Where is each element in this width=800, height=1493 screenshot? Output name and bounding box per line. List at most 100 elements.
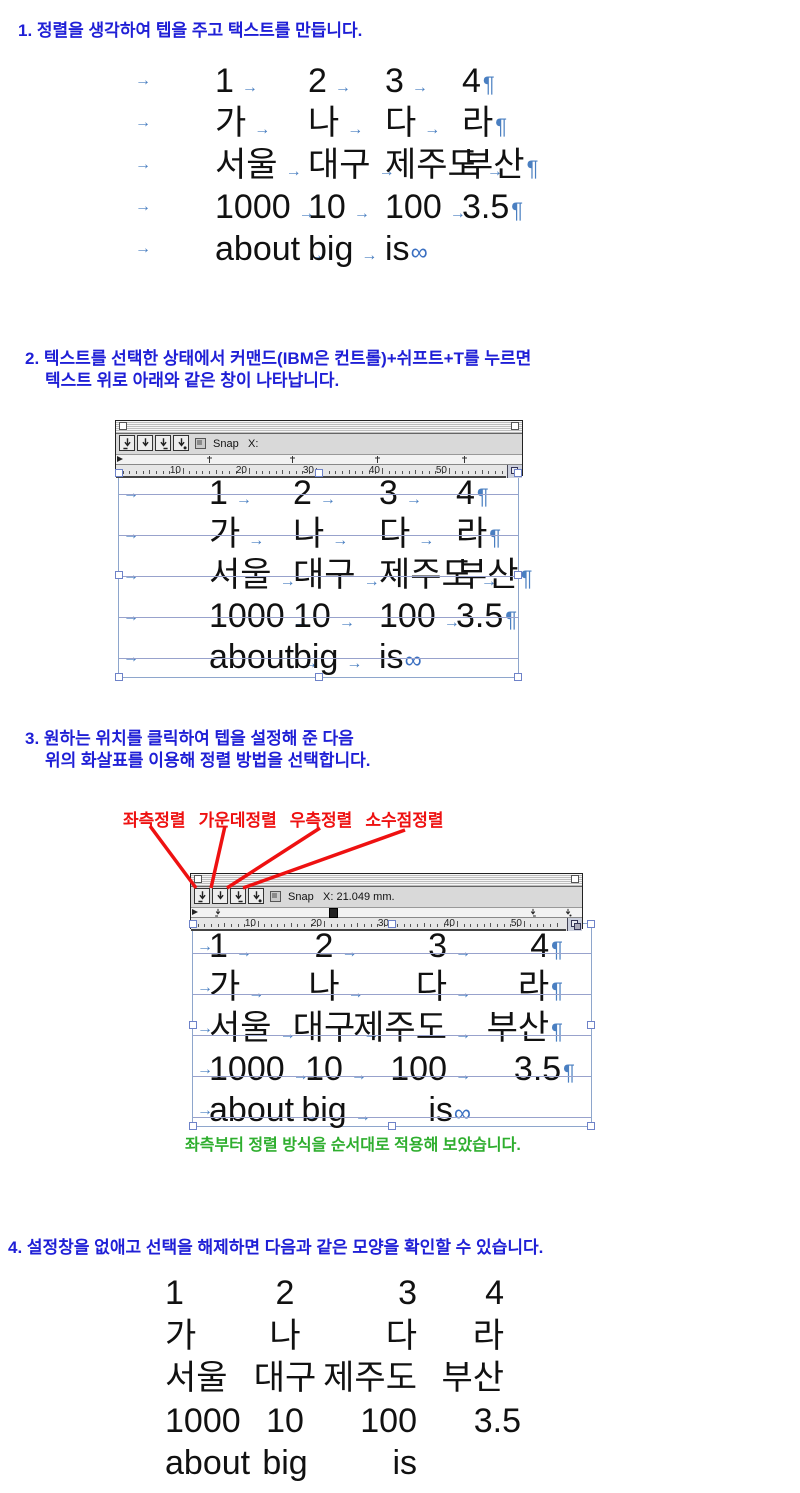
selection-handle[interactable] [587, 920, 595, 928]
tab-arrow-marker: → [455, 1067, 471, 1084]
tab-text-cell: 3 [398, 1272, 417, 1322]
cell-text: 3.5 [513, 1050, 562, 1088]
selection-handle[interactable] [514, 469, 522, 477]
selection-handle[interactable] [514, 673, 522, 681]
selection-handle[interactable] [388, 1122, 396, 1130]
snap-checkbox[interactable] [195, 438, 206, 449]
ruler-number: 30 [377, 918, 389, 929]
tab-text-cell: 가 → [209, 967, 264, 1014]
tab-text-cell: 2 → [293, 473, 336, 520]
selection-handle[interactable] [189, 920, 197, 928]
default-tab-marker-icon[interactable] [289, 456, 296, 463]
pilcrow-marker: ¶ [563, 1060, 575, 1085]
cell-text: 제주도 [385, 146, 479, 184]
tab-left-align-button[interactable] [119, 435, 135, 451]
window-titlebar[interactable] [191, 874, 582, 887]
default-tab-marker-icon[interactable] [374, 456, 381, 463]
selection-handle[interactable] [514, 571, 522, 579]
collapse-box-icon[interactable] [511, 422, 519, 430]
cell-text: 10 [308, 188, 346, 226]
selection-handle[interactable] [189, 1122, 197, 1130]
tab-alignment-toolbar: Snap X: [116, 434, 522, 455]
ruler-scale[interactable]: 10 20 30 40 50 [116, 465, 506, 478]
tab-text-cell: 2 [276, 1272, 295, 1322]
cell-text: 부산 [462, 146, 525, 184]
selected-text-box-step3: → 1 → 2 → 3 → 4¶ → 가 → 나 → 다 → 라¶ → 서울 → 대구 → 제주도 → 부산¶ → 1000 → 10… [189, 920, 595, 1130]
selection-handle[interactable] [115, 673, 123, 681]
tab-arrow-marker: → [123, 526, 139, 543]
selection-handle[interactable] [314, 469, 323, 477]
tab-ruler-window-step3: Snap X: 21.049 mm. 10 20 30 40 50 [190, 873, 583, 931]
cell-text: 4 [530, 927, 550, 965]
tab-text-cell: 다 → [416, 967, 471, 1014]
tab-ruler[interactable]: 10 20 30 40 50 [191, 918, 582, 931]
tab-alignment-toolbar: Snap X: 21.049 mm. [191, 887, 582, 908]
cell-text: big [301, 1091, 347, 1129]
collapse-box-icon[interactable] [571, 875, 579, 883]
tab-text-cell: 3 → [385, 60, 428, 109]
tab-arrow-marker: → [123, 649, 139, 666]
tab-center-align-button[interactable] [137, 435, 153, 451]
window-titlebar[interactable] [116, 421, 522, 434]
selection-handle[interactable] [587, 1021, 595, 1029]
selection-handle[interactable] [388, 920, 396, 928]
close-box-icon[interactable] [119, 422, 127, 430]
cell-text: 라 [462, 104, 494, 142]
tab-text-cell: 1 [165, 1272, 184, 1322]
ruler-number: 10 [244, 918, 256, 929]
text-line: → 서울 → 대구 → 제주도 → 부산¶ [119, 555, 532, 596]
selection-handle[interactable] [115, 469, 123, 477]
tab-arrow-marker: → [319, 491, 336, 508]
cell-text: 서울 [209, 556, 272, 594]
text-line: → about → big → is∞ [193, 1090, 591, 1131]
baseline-rule [119, 658, 518, 659]
selection-handle[interactable] [189, 1021, 197, 1029]
ruler-number: 20 [235, 465, 247, 476]
tab-center-align-button[interactable] [212, 888, 228, 904]
close-box-icon[interactable] [194, 875, 202, 883]
indent-marker-icon[interactable] [192, 909, 198, 915]
tab-text-cell: 라¶ [518, 967, 563, 1014]
step-3-heading-line2: 위의 화살표를 이용해 정렬 방법을 선택합니다. [45, 751, 371, 770]
tab-left-align-button[interactable] [194, 888, 210, 904]
right-tab-stop-icon[interactable] [529, 908, 537, 917]
cell-text: 10 [293, 597, 331, 635]
tab-text-cell: 1000 → [215, 186, 315, 235]
decimal-tab-stop-icon[interactable] [564, 908, 572, 917]
pilcrow-marker: ¶ [551, 978, 563, 1003]
indent-marker-icon[interactable] [117, 456, 123, 462]
tab-text-cell: 2 → [315, 926, 358, 973]
tab-decimal-align-button[interactable] [248, 888, 264, 904]
left-tab-stop-icon[interactable] [214, 908, 222, 917]
selection-handle[interactable] [587, 1122, 595, 1130]
selected-center-tab-stop-icon[interactable] [329, 908, 338, 918]
tab-arrow-marker: → [443, 614, 460, 631]
tab-arrow-marker: → [424, 121, 441, 138]
tab-stop-strip[interactable] [191, 908, 582, 918]
tab-right-align-button[interactable] [155, 435, 171, 451]
cell-text: 대구 [253, 1359, 317, 1397]
snap-checkbox[interactable] [270, 891, 281, 902]
ruler-scale[interactable]: 10 20 30 40 50 [191, 918, 566, 931]
cell-text: 부산 [441, 1359, 504, 1397]
label-center-align: 가운데정렬 [198, 811, 277, 830]
ruler-end-button[interactable] [567, 918, 582, 931]
cell-text: 다 [385, 1316, 417, 1355]
tab-stop-strip[interactable] [116, 455, 522, 465]
tab-text-cell: 나 → [293, 514, 348, 561]
pilcrow-marker: ¶ [489, 525, 502, 550]
ruler-number: 40 [443, 918, 455, 929]
tab-right-align-button[interactable] [230, 888, 246, 904]
tab-text-cell: 부산¶ [456, 555, 532, 602]
selection-handle[interactable] [115, 571, 123, 579]
cell-text: 가 [209, 968, 241, 1006]
cell-text: 가 [215, 104, 247, 142]
baseline-rule [193, 1035, 591, 1036]
text-line: → 서울 → 대구 → 제주도 → 부산¶ [193, 1008, 591, 1049]
default-tab-marker-icon[interactable] [461, 456, 468, 463]
label-decimal-align: 소수점정렬 [365, 811, 444, 830]
tab-text-cell: about → [209, 637, 318, 684]
default-tab-marker-icon[interactable] [206, 456, 213, 463]
tab-decimal-align-button[interactable] [173, 435, 189, 451]
selection-handle[interactable] [314, 673, 323, 681]
